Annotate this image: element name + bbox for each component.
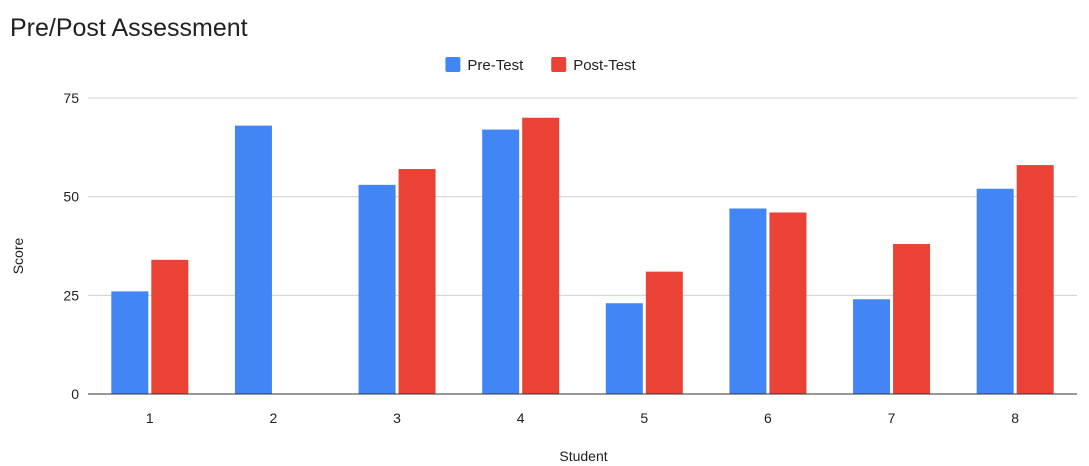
bar-post-test-student-5 bbox=[645, 271, 683, 394]
bar-pre-test-student-8 bbox=[976, 188, 1014, 394]
legend-swatch-pre-test bbox=[445, 57, 461, 72]
bar-pre-test-student-6 bbox=[729, 208, 767, 394]
x-tick-label: 7 bbox=[888, 410, 896, 426]
y-axis-ticks: 0 25 50 75 bbox=[63, 90, 79, 402]
x-axis-label: Student bbox=[559, 448, 607, 464]
x-tick-label: 6 bbox=[764, 410, 772, 426]
bar-post-test-student-4 bbox=[522, 117, 560, 394]
bar-post-test-student-7 bbox=[893, 244, 931, 394]
x-tick-label: 1 bbox=[146, 410, 154, 426]
bar-pre-test-student-4 bbox=[482, 129, 520, 394]
legend: Pre-Test Post-Test bbox=[445, 57, 637, 74]
bar-pre-test-student-1 bbox=[111, 291, 149, 394]
chart-title: Pre/Post Assessment bbox=[10, 14, 248, 42]
bar-post-test-student-1 bbox=[151, 259, 189, 394]
legend-swatch-post-test bbox=[551, 57, 567, 72]
x-axis-ticks: 1 2 3 4 5 6 7 8 bbox=[146, 410, 1019, 426]
bar-post-test-student-8 bbox=[1016, 165, 1054, 394]
x-tick-label: 5 bbox=[640, 410, 648, 426]
bar-pre-test-student-2 bbox=[234, 125, 272, 395]
y-tick-label: 0 bbox=[71, 386, 79, 402]
bar-post-test-student-3 bbox=[398, 169, 436, 394]
y-tick-label: 25 bbox=[63, 287, 79, 303]
y-tick-label: 50 bbox=[63, 189, 79, 205]
x-tick-label: 8 bbox=[1011, 410, 1019, 426]
legend-label-pre-test: Pre-Test bbox=[467, 57, 524, 74]
bar-pre-test-student-5 bbox=[605, 303, 643, 394]
bar-pre-test-student-3 bbox=[358, 184, 396, 394]
bar-post-test-student-6 bbox=[769, 212, 807, 394]
y-axis-label: Score bbox=[10, 238, 26, 275]
x-tick-label: 2 bbox=[270, 410, 278, 426]
legend-label-post-test: Post-Test bbox=[573, 57, 636, 74]
bar-pre-test-student-7 bbox=[853, 299, 891, 394]
bars bbox=[111, 117, 1054, 395]
x-tick-label: 4 bbox=[517, 410, 525, 426]
y-tick-label: 75 bbox=[63, 90, 79, 106]
x-tick-label: 3 bbox=[393, 410, 401, 426]
